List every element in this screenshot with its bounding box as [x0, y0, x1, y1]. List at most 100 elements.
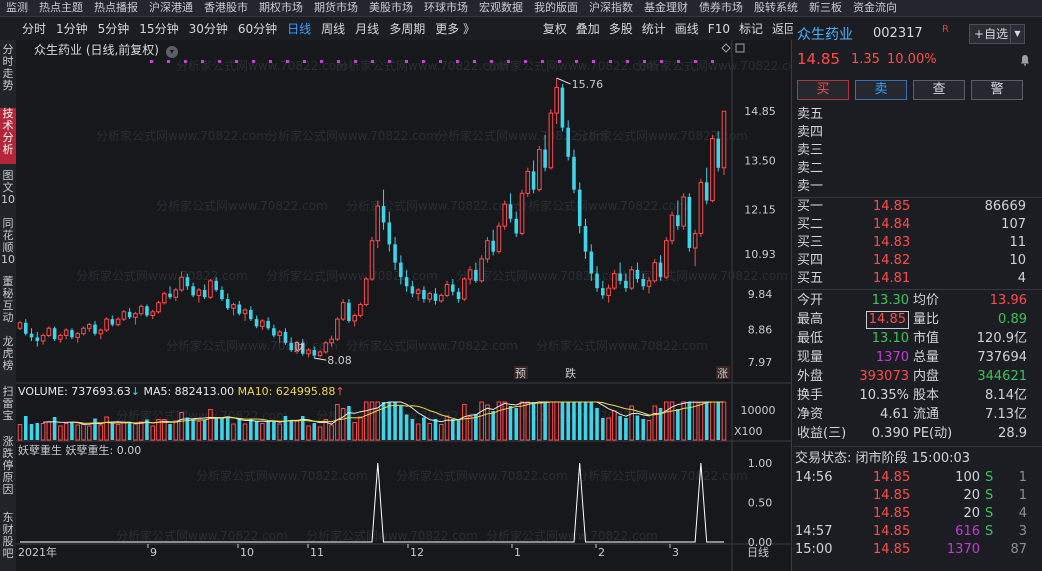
- stat-value: 7.13亿: [985, 407, 1027, 422]
- indicator-axis-label: 0.50: [748, 497, 773, 510]
- add-watchlist-button[interactable]: +自选 ▼: [969, 24, 1025, 44]
- stat-label: 外盘: [797, 369, 824, 384]
- candle-body: [145, 306, 149, 316]
- period-tab[interactable]: 多周期: [389, 22, 426, 36]
- candle-body: [543, 149, 547, 168]
- volume-bar: [300, 416, 305, 440]
- chart-tool-button[interactable]: 多股: [608, 22, 633, 36]
- volume-bar: [266, 421, 270, 440]
- alert-button[interactable]: 警: [971, 80, 1023, 100]
- indicator-legend: 妖孽重生 妖孽重生: 0.00: [18, 443, 141, 457]
- indicator-line: [20, 462, 724, 543]
- top-menu-item[interactable]: 新三板: [809, 1, 842, 14]
- top-menu-item[interactable]: 债券市场: [699, 1, 743, 14]
- top-menu-item[interactable]: 热点播报: [94, 1, 138, 14]
- stat-value: 14.85: [865, 311, 909, 329]
- bid-label: 买一: [797, 199, 824, 214]
- candle-body: [606, 287, 611, 296]
- bell-icon[interactable]: [1019, 54, 1031, 66]
- period-tab[interactable]: 周线: [321, 22, 346, 36]
- top-menu-item[interactable]: 期权市场: [259, 1, 303, 14]
- top-menu-item[interactable]: 基金理财: [644, 1, 688, 14]
- volume-bar: [589, 402, 594, 440]
- volume-bar: [347, 406, 351, 440]
- candle-body: [312, 350, 317, 356]
- side-tab[interactable]: 龙虎榜: [2, 335, 14, 372]
- candle-body: [52, 328, 57, 340]
- bid-price: 14.84: [873, 217, 911, 232]
- candle-body: [450, 284, 455, 292]
- chevron-down-icon[interactable]: ▼: [1010, 25, 1024, 43]
- period-label-bottom: 日线: [747, 545, 769, 559]
- chart-tool-button[interactable]: F10: [707, 22, 730, 36]
- side-tab[interactable]: 涨跌停原因: [2, 435, 14, 496]
- stat-value: 10.35%: [859, 388, 909, 403]
- chevron-down-icon[interactable]: ▾: [165, 46, 178, 58]
- period-tab[interactable]: 月线: [355, 22, 380, 36]
- top-menu-item[interactable]: 热点主题: [39, 1, 83, 14]
- volume-bar: [404, 414, 409, 440]
- period-tab[interactable]: 日线: [287, 22, 312, 36]
- side-tab[interactable]: 分时走势: [2, 43, 14, 92]
- period-tab[interactable]: 更多 》: [435, 22, 476, 36]
- candle-body: [716, 138, 721, 168]
- stat-cell: 内盘 344621: [913, 367, 1027, 386]
- candle-body: [554, 87, 559, 114]
- top-menu-item[interactable]: 资金流向: [853, 1, 897, 14]
- chart-tool-button[interactable]: 复权: [542, 22, 567, 36]
- buy-button[interactable]: 买: [797, 80, 849, 100]
- chart-tool-button[interactable]: 统计: [641, 22, 666, 36]
- period-tab[interactable]: 分时: [22, 22, 47, 36]
- period-tab[interactable]: 15分钟: [139, 22, 179, 36]
- top-menu-item[interactable]: 环球市场: [424, 1, 468, 14]
- stat-value: 8.14亿: [985, 388, 1027, 403]
- query-button[interactable]: 查: [913, 80, 965, 100]
- stat-label: 今开: [797, 293, 824, 308]
- stat-cell: 流通 7.13亿: [913, 405, 1027, 424]
- stat-label: 流通: [913, 407, 940, 422]
- chart-tool-button[interactable]: 画线: [674, 22, 699, 36]
- top-menu-item[interactable]: 我的版面: [534, 1, 578, 14]
- candle-body: [196, 289, 202, 296]
- side-tab[interactable]: 图文10: [1, 169, 15, 206]
- top-menu-item[interactable]: 沪深港通: [149, 1, 193, 14]
- bid-label: 买五: [797, 271, 824, 286]
- price-axis-label: 10.93: [744, 248, 776, 261]
- top-menu-item[interactable]: 美股市场: [369, 1, 413, 14]
- side-tab[interactable]: 同花顺10: [1, 217, 15, 266]
- period-tab[interactable]: 60分钟: [237, 22, 278, 36]
- volume-bar: [514, 408, 519, 440]
- period-tab[interactable]: 5分钟: [97, 22, 130, 36]
- tick-count: 4: [1018, 506, 1027, 521]
- watermark-text: 分析家公式网www.70822.com: [346, 198, 518, 213]
- chart-area[interactable]: 分析家公式网www.70822.com 分析家公式网www.70822.com 分析…: [16, 40, 792, 571]
- chart-tool-button[interactable]: 标记: [738, 22, 763, 36]
- top-menu-item[interactable]: 监测: [6, 1, 28, 14]
- chart-tool-button[interactable]: 叠加: [575, 22, 600, 36]
- side-tab[interactable]: 扫雷宝: [2, 385, 14, 422]
- volume-bar: [635, 415, 640, 440]
- volume-bar: [312, 423, 317, 440]
- chart-tool-button[interactable]: 返回: [771, 22, 796, 36]
- volume-bar: [422, 417, 426, 440]
- ask-label: 卖五: [797, 107, 824, 122]
- side-tab[interactable]: 董秘互动: [2, 275, 14, 324]
- top-menu-item[interactable]: 期货市场: [314, 1, 358, 14]
- period-tab[interactable]: 1分钟: [56, 22, 88, 36]
- top-menu-item[interactable]: 香港股市: [204, 1, 248, 14]
- watermark-text: 分析家公式网www.70822.com: [576, 468, 748, 483]
- side-tab[interactable]: 东财股吧: [2, 511, 14, 560]
- kline-chart[interactable]: 分析家公式网www.70822.com分析家公式网www.70822.com分析…: [16, 40, 792, 571]
- volume-bar: [450, 419, 455, 440]
- stock-name[interactable]: 众生药业: [797, 27, 853, 43]
- tick-side: S: [985, 506, 994, 521]
- sell-button[interactable]: 卖: [855, 80, 907, 100]
- side-tab[interactable]: 技术分析: [0, 108, 16, 164]
- tick-time: 14:57: [795, 524, 833, 539]
- candle-body: [231, 304, 236, 309]
- top-menu-item[interactable]: 股转系统: [754, 1, 798, 14]
- volume-bar: [462, 404, 467, 441]
- period-tab[interactable]: 30分钟: [188, 22, 228, 36]
- top-menu-item[interactable]: 沪深指数: [589, 1, 633, 14]
- top-menu-item[interactable]: 宏观数据: [479, 1, 523, 14]
